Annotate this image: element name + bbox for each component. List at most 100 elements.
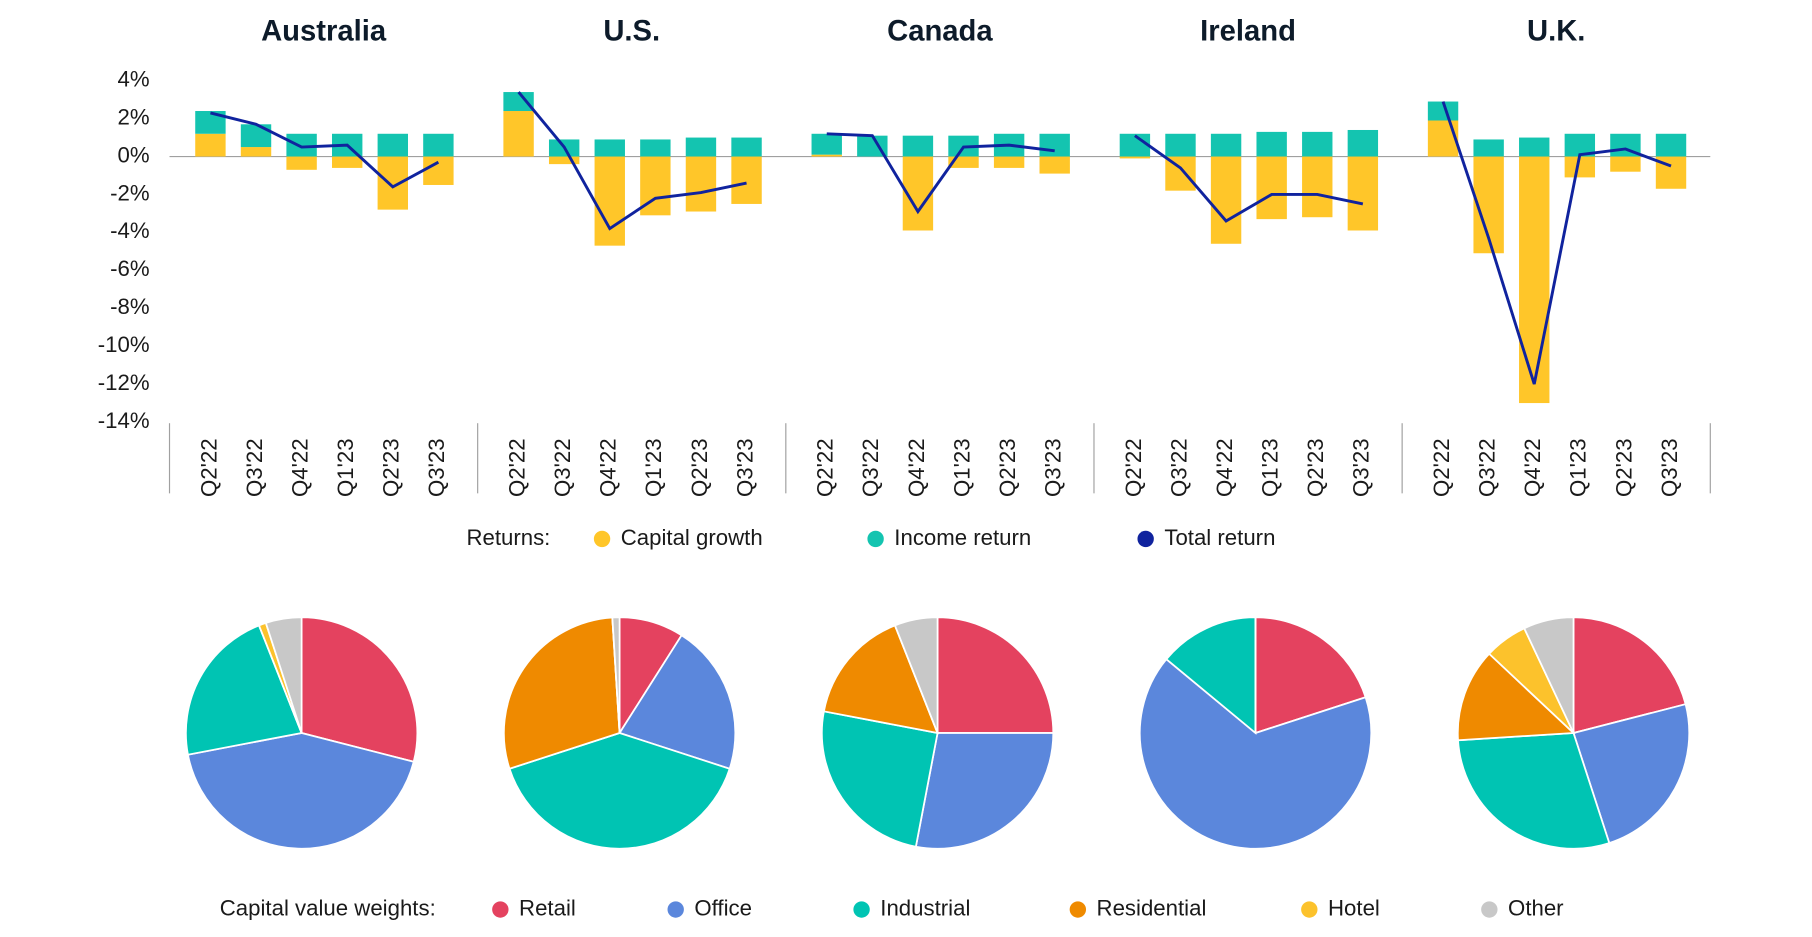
bar-segment — [503, 92, 534, 112]
legend-title: Returns: — [466, 525, 550, 550]
bar-segment — [1427, 120, 1459, 157]
y-tick-label: -14% — [98, 408, 150, 433]
bar-segment — [423, 133, 454, 157]
bar-segment — [685, 137, 717, 157]
legend-label: Residential — [1097, 895, 1207, 920]
pie-slice — [893, 616, 939, 734]
x-tick-label: Q3'23 — [1349, 438, 1374, 497]
legend-marker — [1137, 530, 1154, 548]
x-tick-label: Q3'23 — [424, 438, 449, 497]
y-tick-label: -2% — [110, 180, 149, 205]
legend-label: Office — [694, 895, 752, 920]
bar-segment — [240, 124, 272, 148]
bar-segment — [195, 133, 226, 157]
bar-segment — [1519, 137, 1550, 157]
panel-title: U.K. — [1527, 15, 1585, 47]
x-tick-label: Q2'23 — [1611, 438, 1636, 497]
total-return-line — [1134, 134, 1364, 223]
legend-label: Total return — [1164, 525, 1275, 550]
bar-segment — [240, 147, 272, 157]
pie-slice — [914, 732, 1055, 850]
pie-slice — [618, 634, 737, 770]
bar-segment — [286, 156, 317, 170]
pie-slice — [185, 624, 303, 756]
x-tick-label: Q3'22 — [550, 438, 575, 497]
total-return-line — [210, 111, 440, 189]
x-tick-label: Q4'22 — [1212, 438, 1237, 497]
x-tick-label: Q3'22 — [1475, 438, 1500, 497]
x-tick-label: Q4'22 — [287, 438, 312, 497]
bar-segment — [1564, 133, 1596, 157]
legend-marker — [1069, 901, 1087, 918]
x-tick-label: Q4'22 — [596, 438, 621, 497]
total-return-line — [1441, 101, 1672, 385]
pie-slice — [1523, 616, 1575, 734]
pie-slice — [936, 616, 1055, 734]
y-tick-label: 4% — [118, 67, 150, 92]
x-tick-label: Q2'23 — [379, 438, 404, 497]
y-tick-label: -4% — [110, 218, 149, 243]
legend-marker — [1481, 901, 1498, 918]
pie-slice — [1456, 652, 1576, 742]
x-tick-label: Q2'22 — [504, 438, 529, 497]
bar-segment — [993, 156, 1025, 168]
x-tick-label: Q1'23 — [641, 438, 666, 497]
bar-segment — [1473, 139, 1504, 157]
panel-title: Australia — [261, 15, 387, 47]
pie-slice — [1254, 616, 1367, 735]
bar-segment — [902, 135, 934, 157]
y-tick-label: -6% — [110, 256, 149, 281]
pie-slice — [1572, 703, 1691, 845]
bar-segment — [1564, 156, 1596, 178]
x-tick-label: Q4'22 — [1520, 438, 1545, 497]
pie-slice — [502, 616, 621, 770]
x-tick-label: Q2'22 — [1121, 438, 1146, 497]
x-tick-label: Q3'23 — [1657, 438, 1682, 497]
x-tick-label: Q1'23 — [333, 438, 358, 497]
bar-segment — [195, 111, 226, 134]
bar-segment — [332, 156, 363, 168]
legend-marker — [853, 901, 870, 918]
bar-segment — [423, 156, 454, 185]
bar-segment — [1210, 156, 1242, 244]
bar-segment — [1210, 133, 1242, 157]
bar-segment — [811, 133, 842, 155]
bar-segment — [857, 135, 888, 157]
legend-label: Hotel — [1328, 895, 1380, 920]
bar-segment — [1347, 129, 1379, 157]
x-tick-label: Q2'23 — [687, 438, 712, 497]
total-return-line — [826, 132, 1055, 215]
legend-marker — [492, 901, 509, 918]
legend-marker — [867, 530, 884, 548]
bar-segment — [1256, 156, 1287, 220]
pie-slice — [508, 732, 731, 850]
legend-title: Capital value weights: — [220, 895, 436, 920]
pie-slice — [1572, 616, 1687, 735]
panel-title: Ireland — [1200, 15, 1296, 47]
x-tick-label: Q3'23 — [732, 438, 757, 497]
pie-slice — [186, 732, 415, 850]
y-tick-label: 0% — [118, 142, 150, 167]
bar-segment — [1039, 133, 1070, 157]
legend-label: Industrial — [880, 895, 970, 920]
x-tick-label: Q3'23 — [1041, 438, 1066, 497]
y-tick-label: -10% — [98, 332, 150, 357]
pie-slice — [1457, 732, 1611, 850]
bar-segment — [503, 111, 534, 157]
bar-segment — [377, 133, 408, 157]
pie-slice — [822, 624, 939, 735]
bar-segment — [1655, 133, 1687, 157]
bar-segment — [1519, 156, 1550, 404]
x-tick-label: Q3'22 — [1166, 438, 1191, 497]
bar-segment — [685, 156, 717, 212]
bar-segment — [640, 139, 671, 157]
x-tick-label: Q2'22 — [196, 438, 221, 497]
bar-segment — [1119, 156, 1151, 159]
legend-marker — [593, 530, 611, 548]
bar-segment — [811, 154, 842, 157]
x-tick-label: Q2'23 — [1303, 438, 1328, 497]
bar-segment — [948, 156, 979, 168]
pie-slice — [1138, 657, 1373, 850]
panel-title: U.S. — [603, 15, 660, 47]
